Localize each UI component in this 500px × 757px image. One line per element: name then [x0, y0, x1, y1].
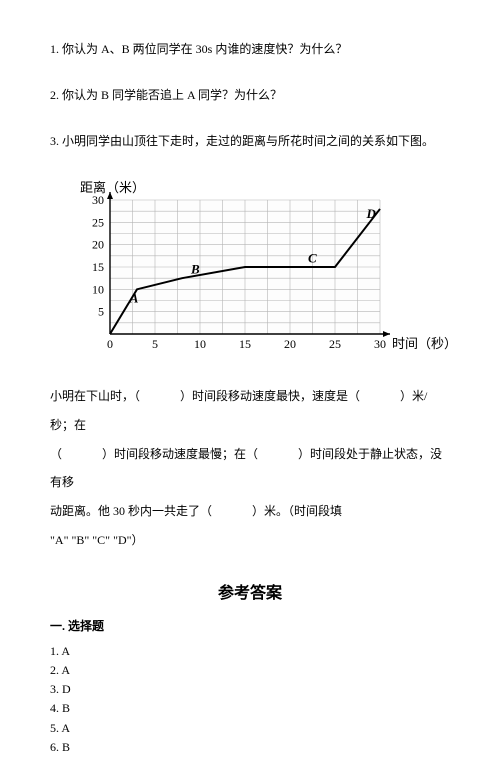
question-2: 2. 你认为 B 同学能否追上 A 同学？为什么？	[50, 86, 450, 104]
svg-text:距离（米）: 距离（米）	[80, 180, 145, 195]
fill-in-paragraph: 小明在下山时，（）时间段移动速度最快，速度是（）米/秒；在 （）时间段移动速度最…	[50, 382, 450, 555]
svg-text:30: 30	[92, 193, 104, 207]
svg-text:25: 25	[329, 337, 341, 351]
fill-p4: （	[50, 447, 62, 461]
distance-time-chart: 51015202530051015202530距离（米）时间（秒）ABCD	[50, 178, 450, 362]
svg-text:15: 15	[239, 337, 251, 351]
svg-text:D: D	[366, 206, 377, 221]
question-1: 1. 你认为 A、B 两位同学在 30s 内谁的速度快？为什么？	[50, 40, 450, 58]
answer-item: 2. A	[50, 661, 450, 680]
answer-section-label: 一. 选择题	[50, 617, 450, 634]
answer-heading: 参考答案	[50, 579, 450, 603]
answer-item: 5. A	[50, 719, 450, 738]
svg-text:B: B	[190, 262, 200, 277]
fill-p1: 小明在下山时，（	[50, 389, 140, 403]
answer-item: 4. B	[50, 699, 450, 718]
svg-text:20: 20	[92, 238, 104, 252]
svg-text:25: 25	[92, 215, 104, 229]
question-3: 3. 小明同学由山顶往下走时，走过的距离与所花时间之间的关系如下图。	[50, 132, 450, 150]
svg-text:10: 10	[92, 282, 104, 296]
svg-text:5: 5	[152, 337, 158, 351]
svg-text:A: A	[129, 291, 139, 306]
fill-p2: ）时间段移动速度最快，速度是（	[180, 389, 360, 403]
answer-item: 6. B	[50, 738, 450, 757]
fill-p5: ）时间段移动速度最慢；在（	[102, 447, 258, 461]
answer-list: 1. A2. A3. D4. B5. A6. B	[50, 642, 450, 757]
svg-text:0: 0	[107, 337, 113, 351]
svg-text:15: 15	[92, 260, 104, 274]
fill-p7: 动距离。他 30 秒内一共走了（	[50, 504, 212, 518]
svg-text:C: C	[308, 251, 317, 266]
fill-p8: ）米。（时间段填	[252, 504, 342, 518]
answer-item: 1. A	[50, 642, 450, 661]
svg-text:20: 20	[284, 337, 296, 351]
answer-item: 3. D	[50, 680, 450, 699]
svg-text:时间（秒）: 时间（秒）	[392, 336, 450, 351]
fill-p9: "A" "B" "C" "D"）	[50, 533, 144, 547]
svg-text:10: 10	[194, 337, 206, 351]
svg-text:30: 30	[374, 337, 386, 351]
svg-text:5: 5	[98, 305, 104, 319]
